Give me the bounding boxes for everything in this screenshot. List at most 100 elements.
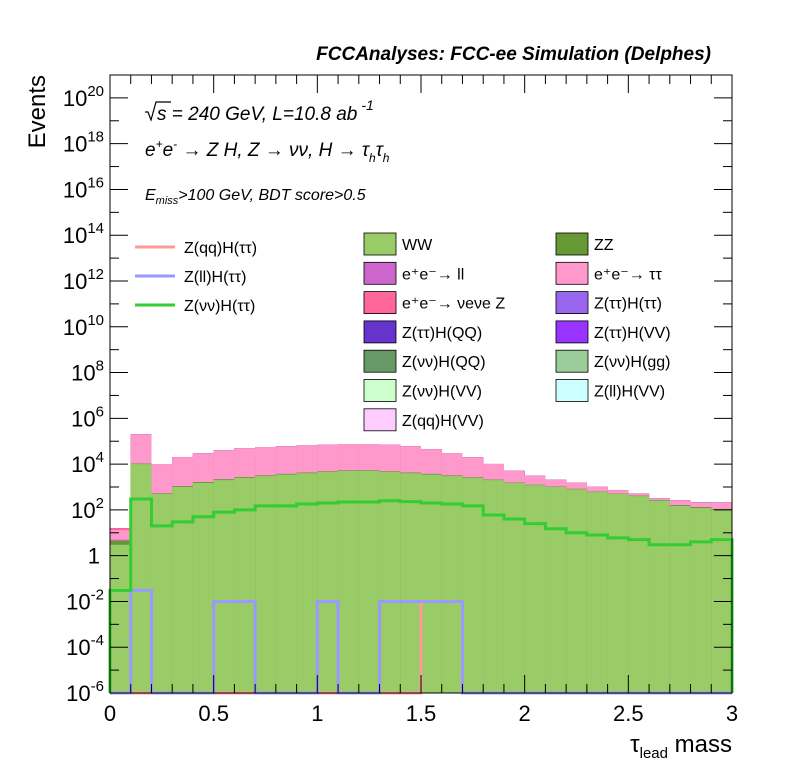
y-tick-label: 1016 — [63, 174, 104, 202]
bar-0-20 — [524, 485, 546, 693]
y-tick-label: 108 — [71, 358, 104, 386]
legend-swatch — [555, 232, 589, 256]
y-tick-exp: -6 — [91, 678, 104, 695]
legend-swatch — [555, 379, 589, 402]
x-tick-label: 0 — [104, 701, 116, 726]
y-tick-label: 1010 — [63, 312, 104, 340]
legend-label: Z(ττ)H(ττ) — [594, 296, 662, 313]
legend-label: Z(ττ)H(QQ) — [402, 325, 482, 342]
x-tick-label: 0.5 — [198, 701, 229, 726]
process-eplus: + — [156, 137, 163, 151]
bar-0-23 — [586, 492, 608, 693]
y-tick-exp: 16 — [87, 174, 104, 191]
y-tick-exp: 10 — [87, 312, 104, 329]
y-tick-label: 1012 — [63, 266, 104, 294]
process-main: → Z H, Z → νν, H → τ — [177, 140, 371, 161]
x-axis-label: τlead mass — [630, 731, 732, 762]
bar-0-11 — [338, 471, 359, 693]
x-tick-label: 2.5 — [613, 701, 644, 726]
legend: Z(qq)H(ττ) Z(ll)H(ττ) Z(νν)H(ττ) WW ZZ e⁺e⁻→ … — [135, 232, 671, 432]
y-tick-base: 10 — [71, 361, 95, 386]
legend-swatch — [363, 408, 397, 432]
y-tick-exp: 12 — [87, 266, 104, 283]
y-tick-base: 10 — [63, 86, 87, 111]
process-h2: h — [383, 151, 390, 165]
y-tick-base: 10 — [71, 498, 95, 523]
legend-swatch — [363, 232, 397, 256]
cuts-e: E — [145, 187, 156, 204]
y-axis-label: Events — [24, 75, 51, 148]
bar-0-10 — [317, 472, 339, 693]
y-tick-label: 10-6 — [66, 678, 104, 706]
legend-swatch — [363, 320, 397, 344]
bar-0-9 — [296, 473, 318, 693]
y-tick-base: 10 — [66, 681, 90, 706]
bar-0-26 — [649, 500, 670, 693]
bar-0-16 — [441, 476, 463, 693]
y-tick-label: 104 — [71, 449, 104, 477]
bar-0-12 — [358, 471, 380, 693]
y-tick-base: 10 — [63, 132, 87, 157]
signal-line-2 — [108, 497, 734, 693]
y-tick-label: 1014 — [63, 220, 104, 248]
bar-0-15 — [421, 474, 442, 693]
x-axis-label-rest: mass — [668, 731, 732, 758]
bar-0-2 — [151, 493, 173, 693]
legend-swatch — [555, 320, 589, 344]
y-tick-label: 1020 — [63, 83, 104, 111]
chart-header: FCCAnalyses: FCC-ee Simulation (Delphes) — [316, 44, 711, 65]
bar-0-13 — [379, 472, 401, 693]
y-tick-label: 106 — [71, 403, 104, 431]
sqrt-icon — [145, 101, 171, 122]
y-tick-exp: 6 — [96, 403, 104, 420]
y-tick-exp: -2 — [91, 586, 104, 603]
bar-0-25 — [628, 496, 650, 693]
bar-0-28 — [690, 508, 712, 693]
y-tick-base: 10 — [63, 223, 87, 248]
y-tick-label: 10-4 — [66, 632, 104, 660]
y-tick-exp: 14 — [87, 220, 104, 237]
bar-0-5 — [213, 480, 235, 693]
y-tick-base: 10 — [71, 406, 95, 431]
y-tick-exp: -4 — [91, 632, 104, 649]
legend-label: ZZ — [594, 237, 614, 254]
bar-0-6 — [234, 477, 256, 693]
x-axis-label-sub: lead — [640, 745, 668, 762]
legend-label: e⁺e⁻→ νeνe Z — [402, 296, 505, 313]
y-tick-base: 10 — [71, 452, 95, 477]
energy-label: s = 240 GeV, L=10.8 ab -1 — [157, 97, 374, 125]
legend-swatch — [363, 379, 397, 402]
y-tick-label: 1018 — [63, 129, 104, 157]
energy-sup: -1 — [361, 97, 373, 113]
legend-label: Z(qq)H(ττ) — [184, 240, 257, 257]
cuts-rest: >100 GeV, BDT score>0.5 — [178, 187, 365, 204]
legend-label: Z(ττ)H(VV) — [594, 325, 671, 342]
legend-label: Z(νν)H(ττ) — [184, 298, 255, 315]
legend-label: e⁺e⁻→ ll — [402, 266, 464, 283]
legend-swatch — [363, 349, 397, 373]
y-tick-base: 10 — [63, 177, 87, 202]
process-eminus: - — [173, 137, 177, 151]
x-axis-label-tau: τ — [630, 731, 640, 758]
legend-label: Z(qq)H(VV) — [402, 413, 484, 430]
bar-0-4 — [192, 482, 214, 693]
y-tick-exp: 2 — [96, 495, 104, 512]
legend-swatch — [555, 291, 589, 315]
x-tick-label: 1 — [311, 701, 323, 726]
bar-0-3 — [172, 487, 193, 693]
legend-swatch — [555, 261, 589, 285]
bar-0-14 — [400, 473, 421, 693]
bar-0-8 — [275, 474, 297, 693]
y-tick-base: 10 — [66, 635, 90, 660]
y-tick-label: 1 — [88, 544, 100, 569]
process-e2: e — [163, 140, 174, 161]
legend-swatch — [363, 261, 397, 285]
y-tick-label: 10-2 — [66, 586, 104, 614]
y-tick-base: 10 — [63, 269, 87, 294]
annotation-process: e+e- → Z H, Z → νν, H → τhτh — [145, 137, 390, 165]
y-tick-label: 102 — [71, 495, 104, 523]
x-tick-label: 3 — [726, 701, 738, 726]
bar-0-27 — [669, 505, 691, 693]
energy-text: s = 240 GeV, L=10.8 ab — [157, 104, 357, 125]
